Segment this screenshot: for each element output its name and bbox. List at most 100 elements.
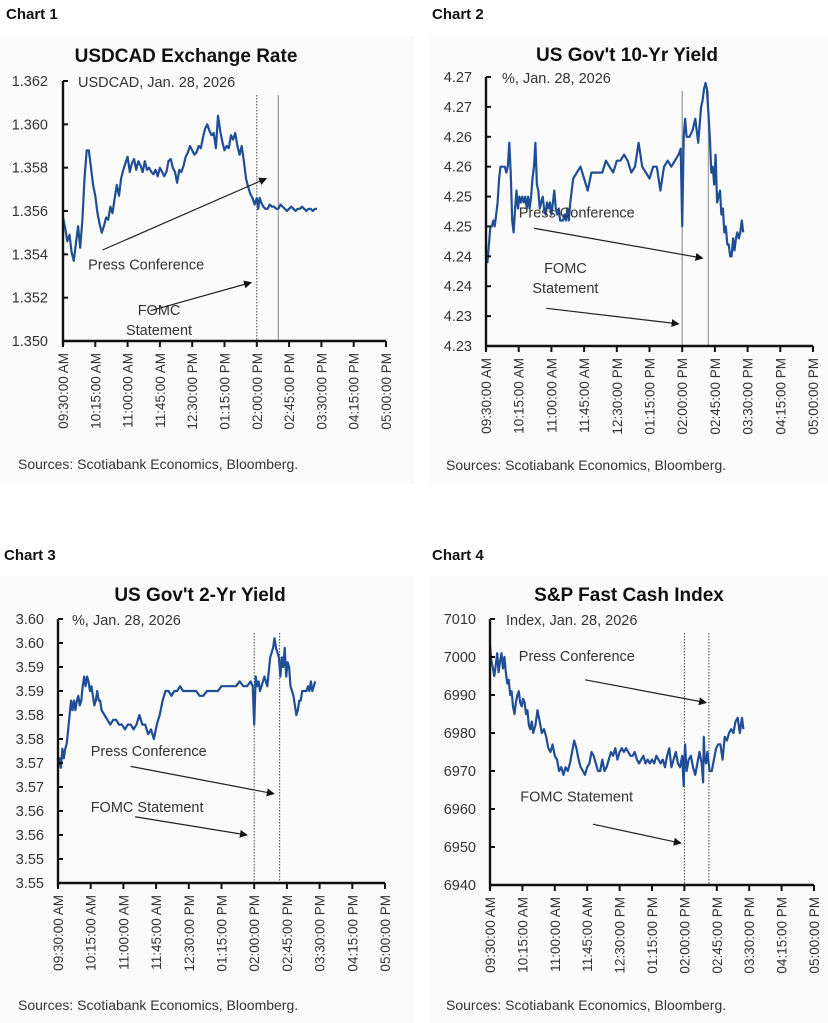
y-tick-label: 3.60	[16, 636, 44, 652]
y-tick-label: 4.26	[444, 130, 472, 146]
y-tick-label: 6950	[444, 840, 476, 856]
y-tick-label: 1.358	[12, 161, 48, 177]
chart-subtitle: USDCAD, Jan. 28, 2026	[78, 75, 235, 91]
y-tick-label: 3.55	[16, 852, 44, 868]
chart-2-panel	[430, 36, 828, 484]
y-tick-label: 6990	[444, 688, 476, 704]
x-tick-label: 03:30:00 PM	[741, 358, 756, 435]
y-tick-label: 1.352	[12, 291, 48, 307]
y-tick-label: 3.58	[16, 732, 44, 748]
series-line	[488, 645, 745, 788]
x-tick-label: 04:15:00 PM	[345, 895, 360, 972]
x-tick-label: 01:15:00 PM	[643, 358, 658, 435]
y-tick-label: 4.27	[444, 70, 472, 86]
chart-3: US Gov't 2-Yr Yield %, Jan. 28, 2026 Press…	[16, 585, 393, 1013]
annotation-arrow	[592, 823, 682, 846]
chart-1-label: Chart 1	[6, 6, 58, 23]
x-tick-label: 05:00:00 PM	[378, 895, 393, 972]
x-tick-label: 03:30:00 PM	[314, 353, 329, 430]
x-tick-label: 02:00:00 PM	[677, 897, 692, 974]
annotation-arrow	[546, 307, 680, 328]
chart-4-panel	[430, 576, 828, 1023]
y-tick-label: 3.56	[16, 828, 44, 844]
x-tick-label: 04:15:00 PM	[773, 358, 788, 435]
x-tick-label: 04:15:00 PM	[347, 353, 362, 430]
x-tick-label: 10:15:00 AM	[88, 353, 103, 429]
chart-source: Sources: Scotiabank Economics, Bloomberg…	[18, 456, 298, 472]
annotation-arrow	[533, 227, 704, 261]
chart-1-panel	[0, 36, 414, 484]
annotation-text: Press Conference	[91, 744, 207, 760]
y-tick-label: 4.25	[444, 190, 472, 206]
series-line	[61, 114, 318, 262]
x-tick-label: 01:15:00 PM	[215, 895, 230, 972]
y-tick-label: 1.350	[12, 334, 48, 350]
annotation-text: FOMC	[138, 303, 181, 319]
annotation-arrow	[150, 280, 253, 312]
y-tick-label: 6960	[444, 802, 476, 818]
x-tick-label: 03:30:00 PM	[742, 897, 757, 974]
y-tick-label: 4.24	[444, 279, 472, 295]
x-tick-label: 09:30:00 AM	[483, 897, 498, 973]
annotation-arrow	[584, 679, 707, 706]
chart-title: S&P Fast Cash Index	[534, 585, 724, 606]
x-tick-label: 02:45:00 PM	[282, 353, 297, 430]
annotation-text: Statement	[532, 281, 598, 297]
x-tick-label: 12:30:00 PM	[613, 897, 628, 974]
chart-4-label: Chart 4	[432, 547, 484, 564]
annotation-text: Press Conference	[519, 205, 635, 221]
x-tick-label: 11:00:00 AM	[116, 895, 131, 970]
x-tick-label: 02:45:00 PM	[280, 895, 295, 972]
chart-subtitle: %, Jan. 28, 2026	[502, 71, 611, 87]
y-tick-label: 4.27	[444, 100, 472, 116]
x-tick-label: 11:00:00 AM	[121, 353, 136, 428]
y-tick-label: 4.24	[444, 249, 472, 265]
chart-subtitle: Index, Jan. 28, 2026	[506, 613, 637, 629]
x-tick-label: 11:00:00 AM	[548, 897, 563, 972]
x-tick-label: 12:30:00 PM	[610, 358, 625, 435]
x-tick-label: 09:30:00 AM	[56, 353, 71, 429]
x-tick-label: 11:45:00 AM	[580, 897, 595, 972]
y-tick-label: 1.354	[12, 247, 48, 263]
y-tick-label: 3.58	[16, 708, 44, 724]
y-tick-label: 6980	[444, 726, 476, 742]
annotation-arrow	[130, 765, 275, 797]
x-tick-label: 09:30:00 AM	[51, 895, 66, 971]
y-tick-label: 1.360	[12, 117, 48, 133]
y-tick-label: 1.362	[12, 74, 48, 90]
x-tick-label: 11:00:00 AM	[544, 358, 559, 433]
x-tick-label: 02:45:00 PM	[708, 358, 723, 435]
x-tick-label: 04:15:00 PM	[775, 897, 790, 974]
y-tick-label: 4.26	[444, 160, 472, 176]
x-tick-label: 10:15:00 AM	[84, 895, 99, 971]
series-line	[56, 637, 317, 769]
chart-source: Sources: Scotiabank Economics, Bloomberg…	[446, 997, 726, 1013]
series-line	[484, 81, 745, 264]
x-tick-label: 05:00:00 PM	[807, 897, 822, 974]
y-tick-label: 3.57	[16, 756, 44, 772]
y-tick-label: 6970	[444, 764, 476, 780]
x-tick-label: 02:45:00 PM	[710, 897, 725, 974]
annotation-text: Statement	[126, 323, 192, 339]
annotation-text: Press Conference	[88, 258, 204, 274]
y-tick-label: 3.55	[16, 876, 44, 892]
x-tick-label: 02:00:00 PM	[675, 358, 690, 435]
chart-3-panel	[0, 576, 414, 1023]
y-tick-label: 3.57	[16, 780, 44, 796]
x-tick-label: 10:15:00 AM	[515, 897, 530, 973]
x-tick-label: 11:45:00 AM	[153, 353, 168, 428]
annotation-text: FOMC	[544, 261, 587, 277]
y-tick-label: 4.23	[444, 309, 472, 325]
y-tick-label: 6940	[444, 878, 476, 894]
y-tick-label: 7010	[444, 612, 476, 628]
x-tick-label: 05:00:00 PM	[806, 358, 821, 435]
chart-3-label: Chart 3	[4, 547, 56, 564]
y-tick-label: 3.56	[16, 804, 44, 820]
y-tick-label: 3.59	[16, 684, 44, 700]
x-tick-label: 12:30:00 PM	[185, 353, 200, 430]
x-tick-label: 02:00:00 PM	[247, 895, 262, 972]
x-tick-label: 03:30:00 PM	[313, 895, 328, 972]
annotation-text: Press Conference	[519, 649, 635, 665]
x-tick-label: 09:30:00 AM	[479, 358, 494, 434]
x-tick-label: 05:00:00 PM	[379, 353, 394, 430]
